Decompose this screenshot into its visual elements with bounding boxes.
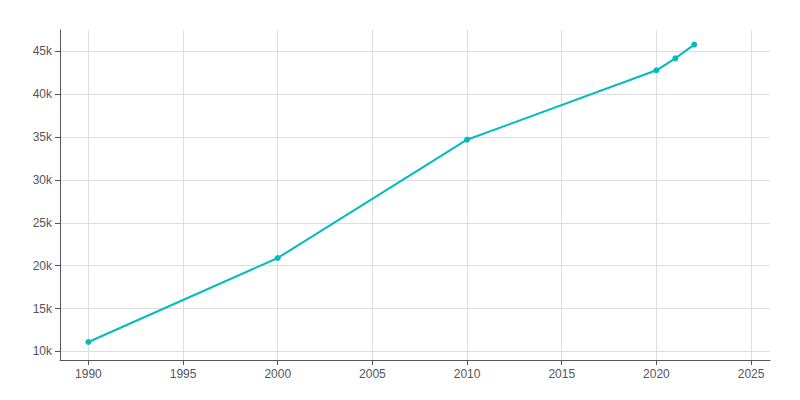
- svg-text:45k: 45k: [33, 44, 53, 58]
- svg-text:2015: 2015: [548, 367, 575, 381]
- svg-text:2005: 2005: [359, 367, 386, 381]
- svg-text:10k: 10k: [33, 344, 53, 358]
- svg-text:2010: 2010: [454, 367, 481, 381]
- svg-text:20k: 20k: [33, 259, 53, 273]
- svg-text:40k: 40k: [33, 87, 53, 101]
- svg-text:15k: 15k: [33, 302, 53, 316]
- svg-text:2020: 2020: [643, 367, 670, 381]
- svg-text:30k: 30k: [33, 173, 53, 187]
- svg-text:25k: 25k: [33, 216, 53, 230]
- svg-text:35k: 35k: [33, 130, 53, 144]
- svg-text:1995: 1995: [170, 367, 197, 381]
- svg-text:2025: 2025: [738, 367, 765, 381]
- svg-text:2000: 2000: [264, 367, 291, 381]
- svg-text:1990: 1990: [75, 367, 102, 381]
